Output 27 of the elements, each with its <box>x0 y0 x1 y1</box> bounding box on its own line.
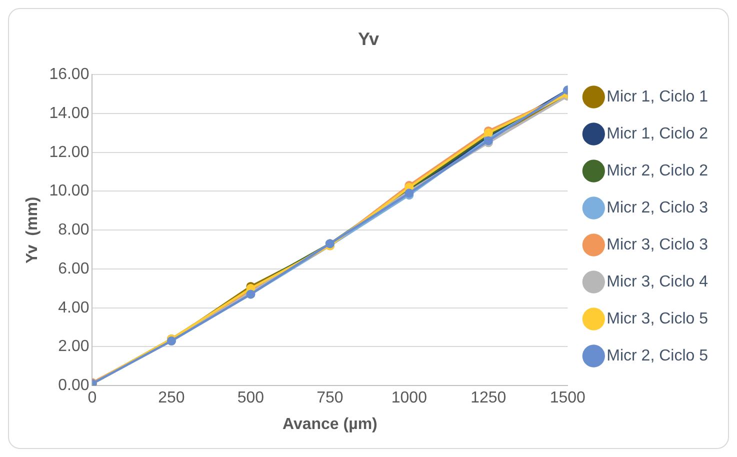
y-tick-label: 4.00 <box>58 299 90 316</box>
x-tick-label: 1500 <box>550 390 586 407</box>
y-tick-label: 16.00 <box>49 66 90 84</box>
legend-label: Micr 2, Ciclo 3 <box>606 199 708 216</box>
y-tick-label: 10.00 <box>49 182 90 200</box>
x-axis-title: Avance (µm) <box>282 416 378 433</box>
x-tick-label: 250 <box>158 390 185 407</box>
y-tick-label: 2.00 <box>58 338 90 356</box>
y-tick-label: 14.00 <box>49 104 90 122</box>
legend-label: Micr 1, Ciclo 1 <box>606 88 708 106</box>
legend-label: Micr 2, Ciclo 5 <box>606 347 708 364</box>
y-tick-label: 8.00 <box>58 222 90 239</box>
x-tick-label: 1250 <box>470 390 506 407</box>
legend-label: Micr 3, Ciclo 3 <box>606 236 708 254</box>
x-tick-label: 750 <box>316 390 344 407</box>
y-axis-title: Yv (mm) <box>24 196 42 264</box>
legend-label: Micr 2, Ciclo 2 <box>606 162 708 180</box>
y-tick-label: 0.00 <box>58 377 90 394</box>
x-tick-label: 500 <box>237 390 264 407</box>
x-tick-label: 1000 <box>391 390 428 407</box>
legend-label: Micr 3, Ciclo 5 <box>606 310 708 328</box>
y-tick-label: 12.00 <box>49 144 90 161</box>
chart-title: Yv <box>358 28 380 49</box>
legend-label: Micr 1, Ciclo 2 <box>606 125 708 142</box>
legend-label: Micr 3, Ciclo 4 <box>606 273 708 290</box>
y-tick-label: 6.00 <box>58 260 90 278</box>
x-tick-label: 0 <box>88 390 97 407</box>
